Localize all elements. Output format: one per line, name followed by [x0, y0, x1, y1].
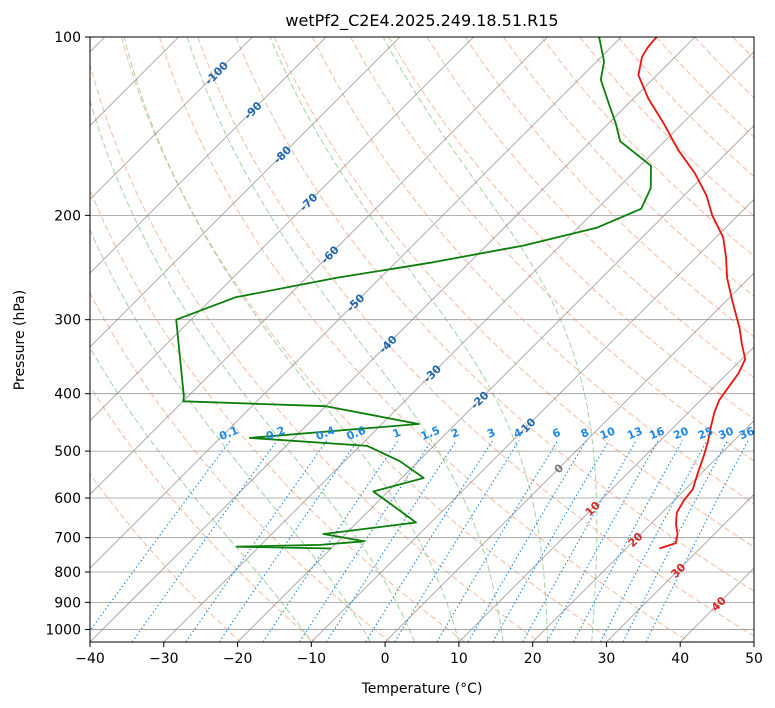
mixing-ratio-line [325, 440, 457, 642]
dry-adiabat-line [273, 37, 754, 548]
plot-frame [89, 36, 755, 643]
dry-adiabat-line [311, 37, 754, 505]
background-lines [90, 37, 754, 642]
x-tick-label: 20 [524, 651, 542, 667]
mixing-ratio-line [185, 440, 328, 642]
y-tick-label: 700 [54, 531, 81, 547]
dry-adiabat-line [90, 62, 540, 642]
isotherm-grid-line [90, 37, 474, 422]
mixing-ratio-line [467, 440, 587, 642]
y-tick-label: 600 [54, 491, 81, 507]
y-tick-label: 200 [54, 208, 81, 224]
y-tick-label: 500 [54, 444, 81, 460]
dry-adiabat-line [350, 37, 754, 462]
x-tick-label: −30 [149, 651, 179, 667]
x-axis-label: Temperature (°C) [361, 681, 483, 697]
x-tick-label: 50 [745, 651, 763, 667]
dry-adiabat-line [90, 473, 241, 642]
mixing-ratio-line [262, 440, 399, 642]
y-tick-label: 900 [54, 595, 81, 611]
mixing-ratio-label: 8 [579, 426, 591, 441]
isotherm-grid-line [606, 493, 754, 642]
mixing-ratio-line [90, 440, 231, 632]
mixing-ratio-line [546, 440, 659, 642]
mixing-ratio-label: 13 [625, 424, 644, 442]
isotherm-grid-line [90, 37, 327, 274]
dry-adiabat-line [464, 37, 754, 338]
mixing-ratio-line [299, 440, 433, 642]
isotherm-grid-line [90, 37, 696, 642]
dry-adiabat-line [502, 37, 754, 297]
isotherm-grid-line [384, 272, 754, 642]
mixing-ratio-label: 36 [737, 424, 756, 442]
x-tick-label: 10 [450, 651, 468, 667]
mixing-ratio-line [394, 440, 520, 642]
axis-ticks: −40 −30 −20 −10 0 10 20 30 40 50 100 200 300 400 500 60… [45, 30, 763, 667]
isotherm-grid-line [458, 346, 754, 642]
dry-adiabat-line [90, 385, 316, 642]
moist-adiabat-line [90, 346, 312, 642]
x-tick-label: −40 [75, 651, 105, 667]
x-tick-label: 30 [597, 651, 615, 667]
mixing-ratio-line [436, 440, 559, 642]
y-tick-label: 100 [54, 30, 81, 46]
mixing-ratio-line [218, 440, 358, 642]
profile-lines [175, 37, 747, 550]
isotherm-grid-line [90, 37, 401, 348]
moist-adiabat-line [90, 228, 371, 642]
temperature-profile-line [637, 37, 747, 550]
mixing-ratio-label: 3 [485, 426, 497, 441]
dry-adiabat-line [90, 188, 465, 642]
mixing-ratio-line [522, 440, 637, 642]
mixing-ratio-line [365, 440, 493, 642]
plot-area [90, 37, 754, 642]
mixing-ratio-label: 25 [696, 424, 715, 442]
dry-adiabat-line [235, 37, 754, 592]
y-tick-label: 1000 [45, 622, 81, 638]
mixing-ratio-label: 1 [391, 426, 403, 441]
mixing-ratio-label: 16 [647, 424, 666, 442]
isotherm-grid-line [237, 124, 754, 642]
isotherm-grid-line [163, 51, 754, 642]
isotherm-grid-line [90, 37, 622, 569]
dry-adiabat-line [159, 37, 690, 642]
isotherm-grid-line [311, 198, 754, 642]
mixing-ratio-label: 2 [449, 426, 461, 441]
isotherm-grid-line [90, 37, 253, 200]
mixing-ratio-label: 10 [598, 424, 617, 442]
x-tick-label: 40 [671, 651, 689, 667]
chart-title: wetPf2_C2E4.2025.249.18.51.R15 [285, 11, 558, 31]
mixing-ratio-line [131, 440, 278, 642]
mixing-ratio-line [645, 440, 749, 642]
dewpoint-profile-line [175, 37, 652, 550]
x-tick-label: 0 [381, 651, 390, 667]
y-tick-label: 400 [54, 387, 81, 403]
y-tick-label: 300 [54, 313, 81, 329]
x-tick-label: −20 [223, 651, 253, 667]
x-tick-label: −10 [297, 651, 327, 667]
moist-adiabat-line [123, 37, 460, 642]
dry-adiabat-line [120, 37, 615, 642]
isotherm-grid-line [90, 37, 548, 496]
y-tick-label: 800 [54, 565, 81, 581]
moist-adiabat-line [186, 37, 504, 642]
mixing-ratio-label: 30 [717, 424, 736, 442]
isotherm-grid-line [532, 420, 754, 642]
mixing-ratio-line [573, 440, 683, 642]
mixing-ratio-label: 20 [671, 424, 690, 442]
y-axis-label: Pressure (hPa) [12, 290, 28, 390]
moist-adiabat-line [382, 37, 598, 642]
dry-adiabat-line [90, 292, 391, 642]
